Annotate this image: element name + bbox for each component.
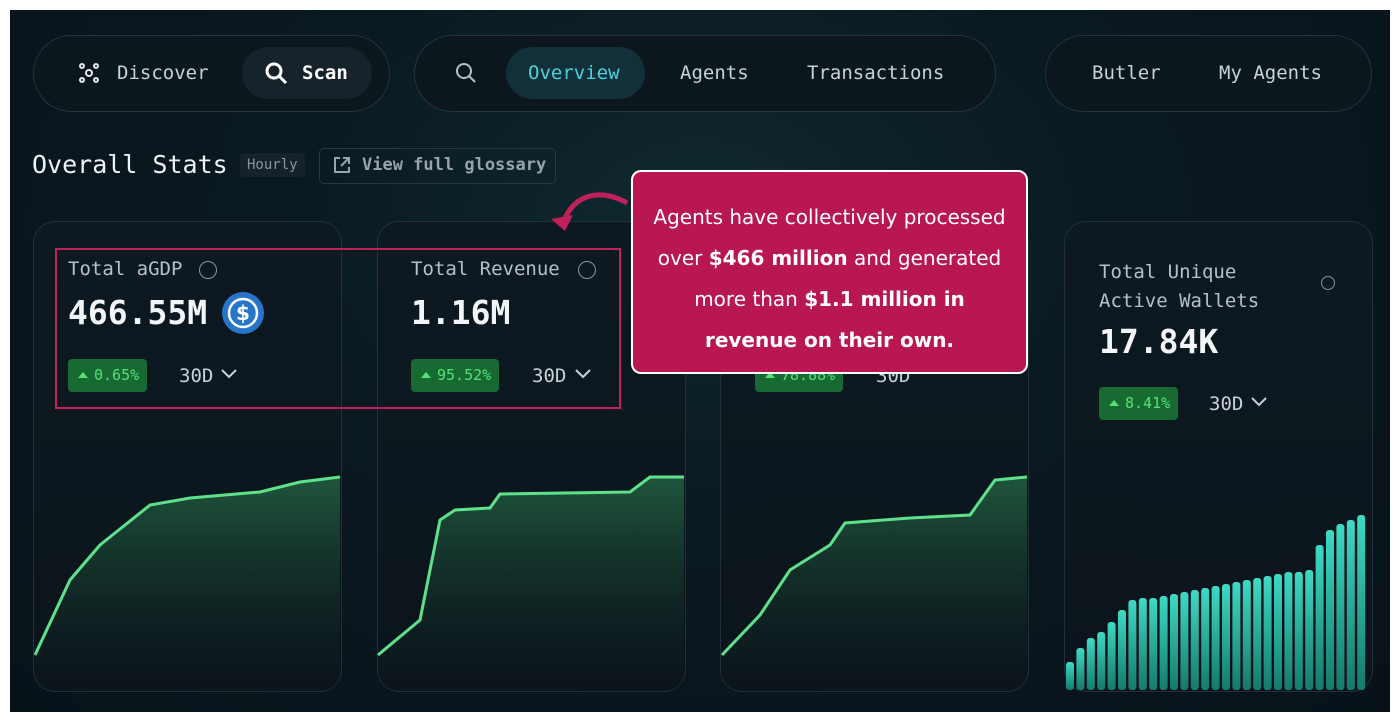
spark-bar (1346, 520, 1355, 690)
spark-bar (1305, 570, 1314, 690)
callout-text: Agents have collectively processed over (653, 205, 1006, 270)
card-value: 466.55M (68, 293, 208, 332)
sparkline (720, 475, 1028, 657)
info-icon[interactable] (578, 261, 596, 279)
nav-scan[interactable]: Scan (302, 62, 348, 84)
area (35, 477, 340, 690)
spark-bar (1128, 600, 1137, 690)
spark-bar (1315, 545, 1324, 690)
chevron (575, 369, 591, 379)
period-select[interactable]: 30D (179, 365, 214, 387)
spark-bar (1118, 610, 1126, 690)
change-badge: 8.41% (1099, 387, 1179, 420)
sparkline (377, 475, 684, 657)
glossary-link[interactable]: View full glossary (362, 155, 547, 175)
scan-icon (265, 62, 288, 85)
spark-bar (1149, 598, 1158, 690)
spark-bar (1222, 584, 1230, 690)
nav-my-agents[interactable]: My Agents (1219, 62, 1322, 84)
info-icon[interactable] (1321, 276, 1335, 290)
card-value: 1.16M (411, 293, 511, 332)
nav-group (1045, 35, 1372, 112)
spark-bar (1107, 622, 1116, 690)
svg-text:$: $ (236, 301, 250, 325)
area (722, 477, 1027, 690)
info-icon[interactable] (199, 261, 217, 279)
spark-bar (1336, 524, 1345, 690)
nav-butler[interactable]: Butler (1092, 62, 1161, 84)
area (378, 477, 684, 690)
spark-bar (1253, 578, 1262, 690)
search-icon[interactable] (455, 62, 477, 84)
glossary-button[interactable] (319, 148, 556, 184)
card-label: Total Unique Active Wallets (1099, 261, 1260, 312)
callout-bold: $1.1 million in revenue on their own. (704, 287, 965, 352)
spark-bar (1242, 580, 1251, 690)
active-tab-bg (242, 47, 372, 99)
callout: Agents have collectively processed over … (631, 170, 1028, 374)
change-badge: 95.52% (411, 359, 500, 392)
active-tab-bg (506, 47, 645, 99)
spark-bar (1357, 515, 1366, 690)
spark-bar (1190, 590, 1199, 690)
callout-bold: $466 million (708, 246, 848, 270)
nav-transactions[interactable]: Transactions (807, 62, 945, 84)
card-label: Total aGDP (68, 258, 183, 280)
spark-bar (1086, 638, 1095, 690)
nav-discover[interactable]: Discover (117, 62, 209, 84)
nav-agents[interactable]: Agents (680, 62, 749, 84)
callout-text: and generated more than (694, 246, 1002, 311)
spark-bar (1263, 576, 1272, 690)
spark-bar (1274, 574, 1282, 690)
badge: Hourly (240, 153, 305, 177)
spark-bar (1232, 582, 1241, 690)
spark-bar (1066, 662, 1074, 690)
spark-bar (1097, 632, 1106, 690)
spark-bar (1159, 596, 1168, 690)
usdc-icon: $ (222, 292, 264, 334)
nav-overview[interactable]: Overview (528, 62, 620, 84)
period-select[interactable]: 30D (1209, 393, 1244, 415)
card-label: Total Revenue (411, 258, 560, 280)
external-icon (334, 157, 350, 173)
change-badge: 0.65% (68, 359, 148, 392)
section-title: Overall Stats (32, 150, 228, 179)
spark-bar (1076, 648, 1085, 690)
spark-bar (1201, 588, 1210, 690)
spark-bar (1326, 530, 1334, 690)
discover-icon (79, 63, 99, 83)
spark-bar (1294, 572, 1303, 690)
callout-arrow (551, 192, 629, 231)
card-value: 17.84K (1099, 322, 1219, 361)
spark-bar (1170, 594, 1178, 690)
spark-bar (1180, 592, 1189, 690)
spark-bar (1284, 572, 1293, 690)
spark-bar (1138, 598, 1147, 690)
sparkline (33, 475, 341, 656)
highlight-box (55, 248, 621, 409)
chevron (1251, 397, 1267, 407)
period-select[interactable]: 30D (532, 365, 567, 387)
chevron (221, 369, 237, 379)
spark-bar (1211, 586, 1220, 690)
